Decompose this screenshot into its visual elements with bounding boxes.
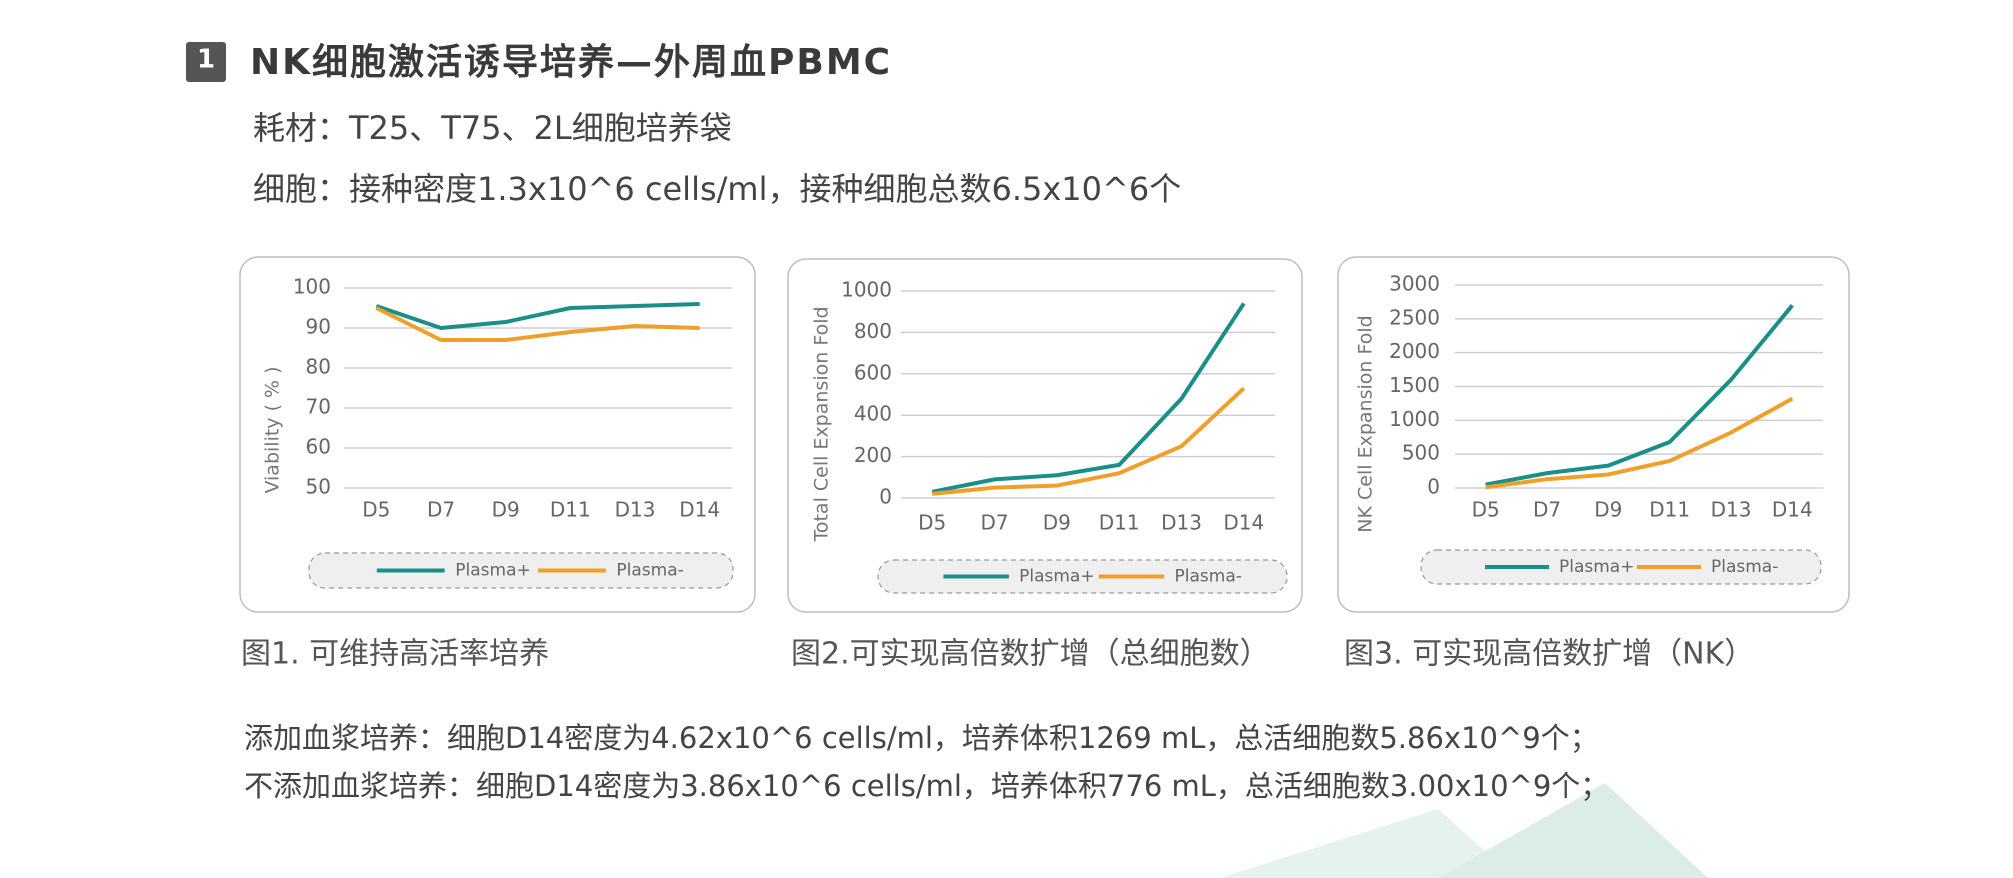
x-tick-label: D7 [1533, 498, 1561, 522]
info-line: 耗材：T25、T75、2L细胞培养袋 [253, 109, 732, 147]
y-tick-label: 400 [854, 402, 892, 426]
y-tick-label: 800 [854, 319, 892, 343]
y-tick-label: 100 [293, 275, 331, 299]
y-tick-label: 0 [1427, 475, 1440, 499]
series-line [1485, 304, 1794, 487]
x-tick-label: D7 [980, 511, 1008, 535]
series-line [931, 386, 1246, 496]
x-tick-label: D9 [492, 498, 520, 522]
x-tick-label: D9 [1594, 498, 1622, 522]
y-tick-label: 200 [854, 443, 892, 467]
y-tick-label: 1000 [1389, 407, 1440, 431]
y-axis-title: Viability ( % ) [262, 366, 284, 493]
x-tick-label: D9 [1043, 511, 1071, 535]
chart-frame [1337, 256, 1850, 613]
y-tick-label: 80 [306, 355, 331, 379]
y-tick-label: 600 [854, 360, 892, 384]
x-tick-label: D7 [427, 498, 455, 522]
series-line [375, 302, 700, 330]
series-line [931, 302, 1246, 494]
info-line: 细胞：接种密度1.3x10^6 cells/ml，接种细胞总数6.5x10^6个 [253, 170, 1181, 208]
legend-label: Plasma- [1175, 567, 1242, 587]
x-tick-label: D13 [1161, 511, 1202, 535]
y-tick-label: 1000 [841, 278, 892, 302]
section-title: NK细胞激活诱导培养—外周血PBMC [250, 41, 892, 83]
legend-label: Plasma+ [1559, 557, 1634, 577]
legend-label: Plasma+ [1019, 567, 1094, 587]
section-number: 1 [197, 45, 215, 75]
x-tick-label: D14 [1223, 511, 1264, 535]
x-tick-label: D13 [1711, 498, 1752, 522]
legend-label: Plasma+ [455, 561, 530, 581]
note-line: 不添加血浆培养：细胞D14密度为3.86x10^6 cells/ml，培养体积7… [244, 769, 1609, 803]
chart-caption: 图3. 可实现高倍数扩增（NK） [1344, 637, 1754, 672]
legend-box [308, 552, 734, 589]
x-tick-label: D11 [550, 498, 591, 522]
legend-box [877, 559, 1288, 594]
y-tick-label: 1500 [1389, 373, 1440, 397]
y-tick-label: 50 [306, 475, 331, 499]
series-line [375, 306, 700, 342]
x-tick-label: D11 [1649, 498, 1690, 522]
chart-frame [239, 256, 756, 613]
chart-caption: 图2.可实现高倍数扩增（总细胞数） [791, 637, 1270, 672]
y-tick-label: 70 [306, 395, 331, 419]
y-tick-label: 2000 [1389, 339, 1440, 363]
y-tick-label: 2500 [1389, 305, 1440, 329]
note-line: 添加血浆培养：细胞D14密度为4.62x10^6 cells/ml，培养体积12… [244, 721, 1599, 755]
legend-label: Plasma- [616, 561, 683, 581]
y-tick-label: 0 [879, 485, 892, 509]
x-tick-label: D14 [679, 498, 720, 522]
x-tick-label: D5 [362, 498, 390, 522]
series-line [1485, 396, 1794, 490]
y-tick-label: 500 [1402, 441, 1440, 465]
x-tick-label: D14 [1772, 498, 1813, 522]
y-axis-title: Total Cell Expansion Fold [811, 306, 833, 542]
x-tick-label: D5 [1472, 498, 1500, 522]
chart-caption: 图1. 可维持高活率培养 [241, 637, 549, 672]
x-tick-label: D5 [918, 511, 946, 535]
x-tick-label: D13 [615, 498, 656, 522]
y-tick-label: 3000 [1389, 272, 1440, 296]
chart-frame [787, 258, 1303, 613]
y-tick-label: 60 [306, 435, 331, 459]
y-axis-title: NK Cell Expansion Fold [1355, 315, 1377, 532]
decor [1438, 783, 1708, 878]
legend-label: Plasma- [1711, 557, 1778, 577]
decor [1220, 809, 1515, 878]
y-tick-label: 90 [306, 315, 331, 339]
legend-box [1420, 549, 1822, 585]
x-tick-label: D11 [1099, 511, 1140, 535]
section-icon [186, 42, 226, 82]
